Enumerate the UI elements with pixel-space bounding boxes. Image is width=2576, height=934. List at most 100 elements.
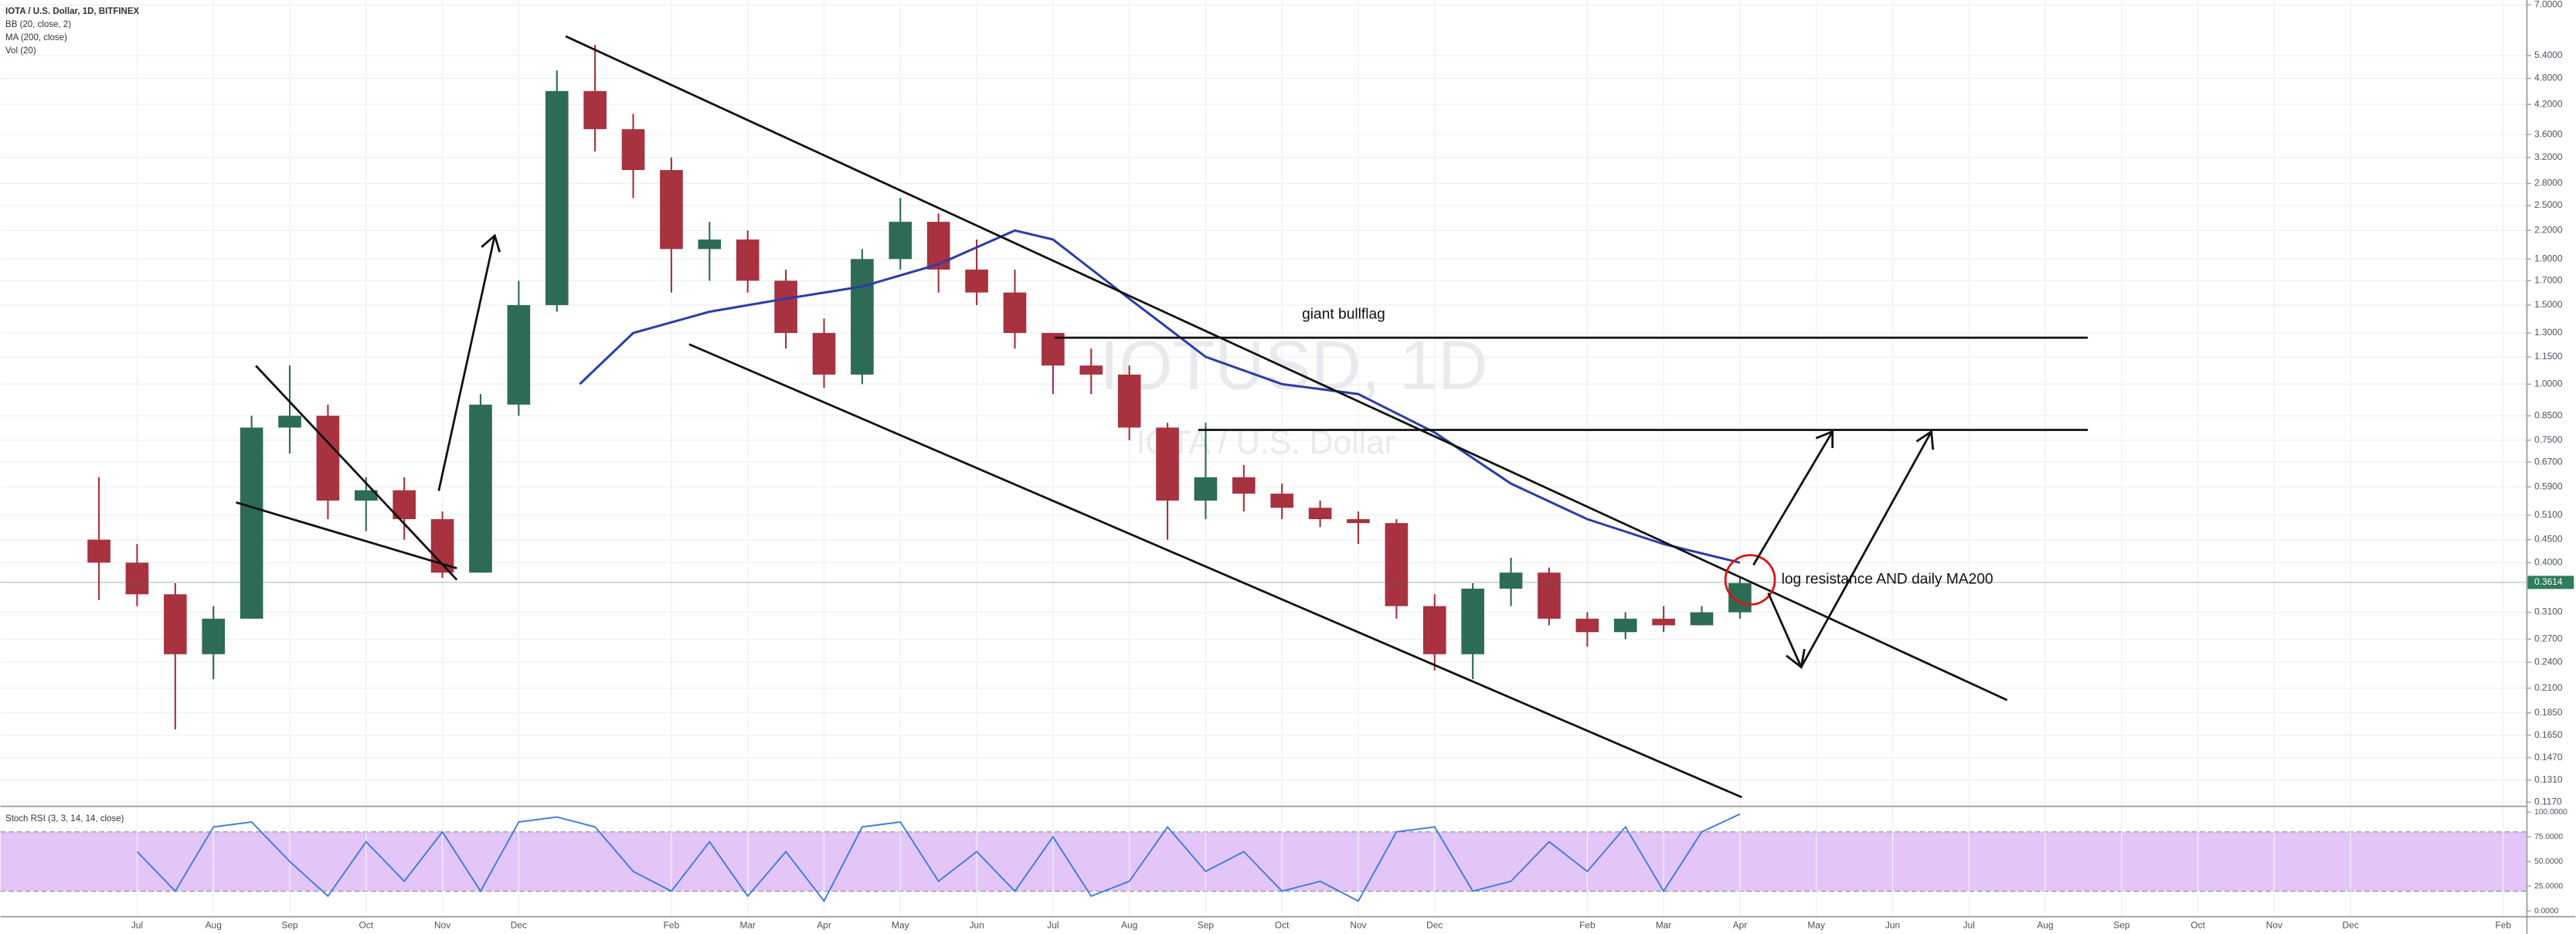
x-tick-label: Jul xyxy=(1047,919,1059,930)
legend-title: IOTA / U.S. Dollar, 1D, BITFINEX xyxy=(5,7,139,16)
y-tick-label: 0.3100 xyxy=(2534,606,2563,617)
band xyxy=(0,831,2527,892)
y-tick-label: 0.0000 xyxy=(2534,907,2559,915)
y-tick-label: 2.2000 xyxy=(2534,224,2563,235)
x-tick-label: Feb xyxy=(2495,919,2511,930)
y-tick-label: 100.0000 xyxy=(2534,808,2568,817)
x-tick-label: Oct xyxy=(2190,919,2205,930)
candle-body xyxy=(1461,588,1484,654)
candle-body xyxy=(1385,523,1409,606)
x-tick-label: Oct xyxy=(359,919,374,930)
x-tick-label: Jun xyxy=(969,919,984,930)
candle-body xyxy=(202,618,226,654)
y-tick-label: 4.8000 xyxy=(2534,73,2563,83)
ma-line xyxy=(579,229,1741,564)
candle-body xyxy=(1156,427,1179,501)
candle-body xyxy=(965,269,988,293)
candle-body xyxy=(1538,572,1561,619)
x-tick-label: Sep xyxy=(2113,919,2130,930)
candle-body xyxy=(1690,612,1714,626)
candle-body xyxy=(278,416,301,428)
arrow xyxy=(437,235,496,491)
candle-body xyxy=(1308,508,1332,520)
highlight-circle xyxy=(1724,554,1776,606)
trendline xyxy=(565,35,2008,701)
x-tick-label: Aug xyxy=(1121,919,1137,930)
plot-layer xyxy=(0,45,2527,903)
watermark-symbol: IOTUSD, 1D xyxy=(1099,326,1488,403)
trendline xyxy=(688,343,1742,799)
x-tick-label: Aug xyxy=(206,919,222,930)
y-tick-label: 1.1500 xyxy=(2534,351,2563,362)
drawings xyxy=(236,35,2088,799)
y-tick-label: 0.2400 xyxy=(2534,656,2563,667)
x-tick-label: Mar xyxy=(739,919,756,930)
candle-body xyxy=(507,304,531,405)
candle-body xyxy=(851,259,874,375)
candle-body xyxy=(164,594,187,654)
y-tick-label: 0.2100 xyxy=(2534,682,2563,693)
x-tick-label: Sep xyxy=(1198,919,1215,930)
candle-body xyxy=(1422,606,1446,654)
y-tick-label: 2.8000 xyxy=(2534,178,2563,188)
x-tick-label: Feb xyxy=(1579,919,1596,930)
arrow-head xyxy=(1815,430,1834,448)
y-tick-label: 0.5100 xyxy=(2534,509,2563,520)
x-tick-label: Nov xyxy=(2266,919,2282,930)
y-tick-label: 75.0000 xyxy=(2534,833,2563,841)
x-tick-label: Apr xyxy=(817,919,831,930)
y-tick-label: 1.9000 xyxy=(2534,253,2563,263)
legend: IOTA / U.S. Dollar, 1D, BITFINEX BB (20,… xyxy=(5,7,139,824)
y-tick-label: 0.1470 xyxy=(2534,752,2563,762)
candle-body xyxy=(469,404,492,573)
last-price-label: 0.3614 xyxy=(2534,576,2563,587)
y-tick-label: 0.1650 xyxy=(2534,729,2563,740)
y-tick-label: 7.0000 xyxy=(2534,0,2563,10)
annotation: giant bullflag xyxy=(1302,306,1385,322)
y-tick-label: 3.2000 xyxy=(2534,151,2563,162)
arrow-head xyxy=(481,233,501,253)
y-tick-label: 0.4500 xyxy=(2534,534,2563,545)
candle-body xyxy=(1194,477,1218,501)
candle-body xyxy=(926,222,950,270)
x-tick-label: Oct xyxy=(1275,919,1290,930)
x-tick-label: Feb xyxy=(664,919,680,930)
y-tick-label: 0.6700 xyxy=(2534,456,2563,467)
arrow xyxy=(1767,593,1803,668)
x-tick-label: Dec xyxy=(1426,919,1443,930)
candle-body xyxy=(1117,374,1141,428)
y-tick-label: 5.4000 xyxy=(2534,49,2563,60)
candle-body xyxy=(316,416,340,501)
x-tick-label: May xyxy=(1807,919,1825,930)
legend-study: Stoch RSI (3, 3, 14, 14, close) xyxy=(5,814,124,824)
stoch-line xyxy=(136,813,1741,903)
annotation: log resistance AND daily MA200 xyxy=(1782,572,1993,588)
x-tick-label: Nov xyxy=(1350,919,1366,930)
trendline xyxy=(255,365,458,581)
candle-body xyxy=(1613,618,1637,633)
arrow-head xyxy=(1915,430,1935,450)
x-tick-label: Apr xyxy=(1733,919,1748,930)
candle-body xyxy=(660,170,683,250)
y-tick-label: 4.2000 xyxy=(2534,98,2563,109)
legend-study: MA (200, close) xyxy=(5,33,67,42)
y-tick-label: 0.7500 xyxy=(2534,434,2563,445)
candle-body xyxy=(583,90,607,130)
candle-body xyxy=(1575,618,1599,633)
x-tick-label: Jun xyxy=(1885,919,1900,930)
candle-body xyxy=(889,222,912,260)
candle-body xyxy=(1499,572,1523,589)
y-tick-label: 0.1310 xyxy=(2534,774,2563,785)
candle-body xyxy=(736,239,760,281)
arrow xyxy=(1799,430,1932,668)
candle-body xyxy=(1652,618,1675,626)
y-tick-label: 3.6000 xyxy=(2534,128,2563,139)
x-tick-label: Dec xyxy=(2343,919,2359,930)
candle-body xyxy=(774,280,797,334)
legend-study: BB (20, close, 2) xyxy=(5,20,71,29)
y-tick-label: 2.5000 xyxy=(2534,199,2563,210)
x-tick-label: Mar xyxy=(1656,919,1672,930)
arrow xyxy=(1752,430,1833,566)
